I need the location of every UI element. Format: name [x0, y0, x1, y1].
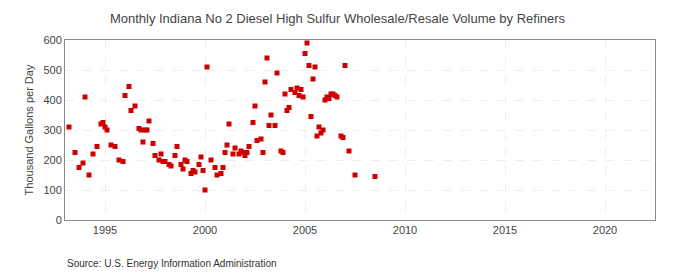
svg-text:2000: 2000	[193, 224, 217, 236]
svg-text:0: 0	[56, 214, 62, 226]
svg-text:Monthly Indiana No 2 Diesel Hi: Monthly Indiana No 2 Diesel High Sulfur …	[110, 11, 566, 26]
svg-text:Source: U.S. Energy Informatio: Source: U.S. Energy Information Administ…	[67, 258, 277, 269]
svg-text:Thousand Gallons per Day: Thousand Gallons per Day	[23, 64, 35, 195]
svg-text:2015: 2015	[493, 224, 517, 236]
svg-text:1995: 1995	[93, 224, 117, 236]
svg-text:2005: 2005	[293, 224, 317, 236]
svg-text:400: 400	[43, 94, 61, 106]
svg-text:300: 300	[43, 124, 61, 136]
svg-text:2010: 2010	[393, 224, 417, 236]
svg-text:600: 600	[43, 34, 61, 46]
svg-text:200: 200	[43, 154, 61, 166]
svg-text:100: 100	[43, 184, 61, 196]
svg-text:2020: 2020	[593, 224, 617, 236]
svg-text:500: 500	[43, 64, 61, 76]
